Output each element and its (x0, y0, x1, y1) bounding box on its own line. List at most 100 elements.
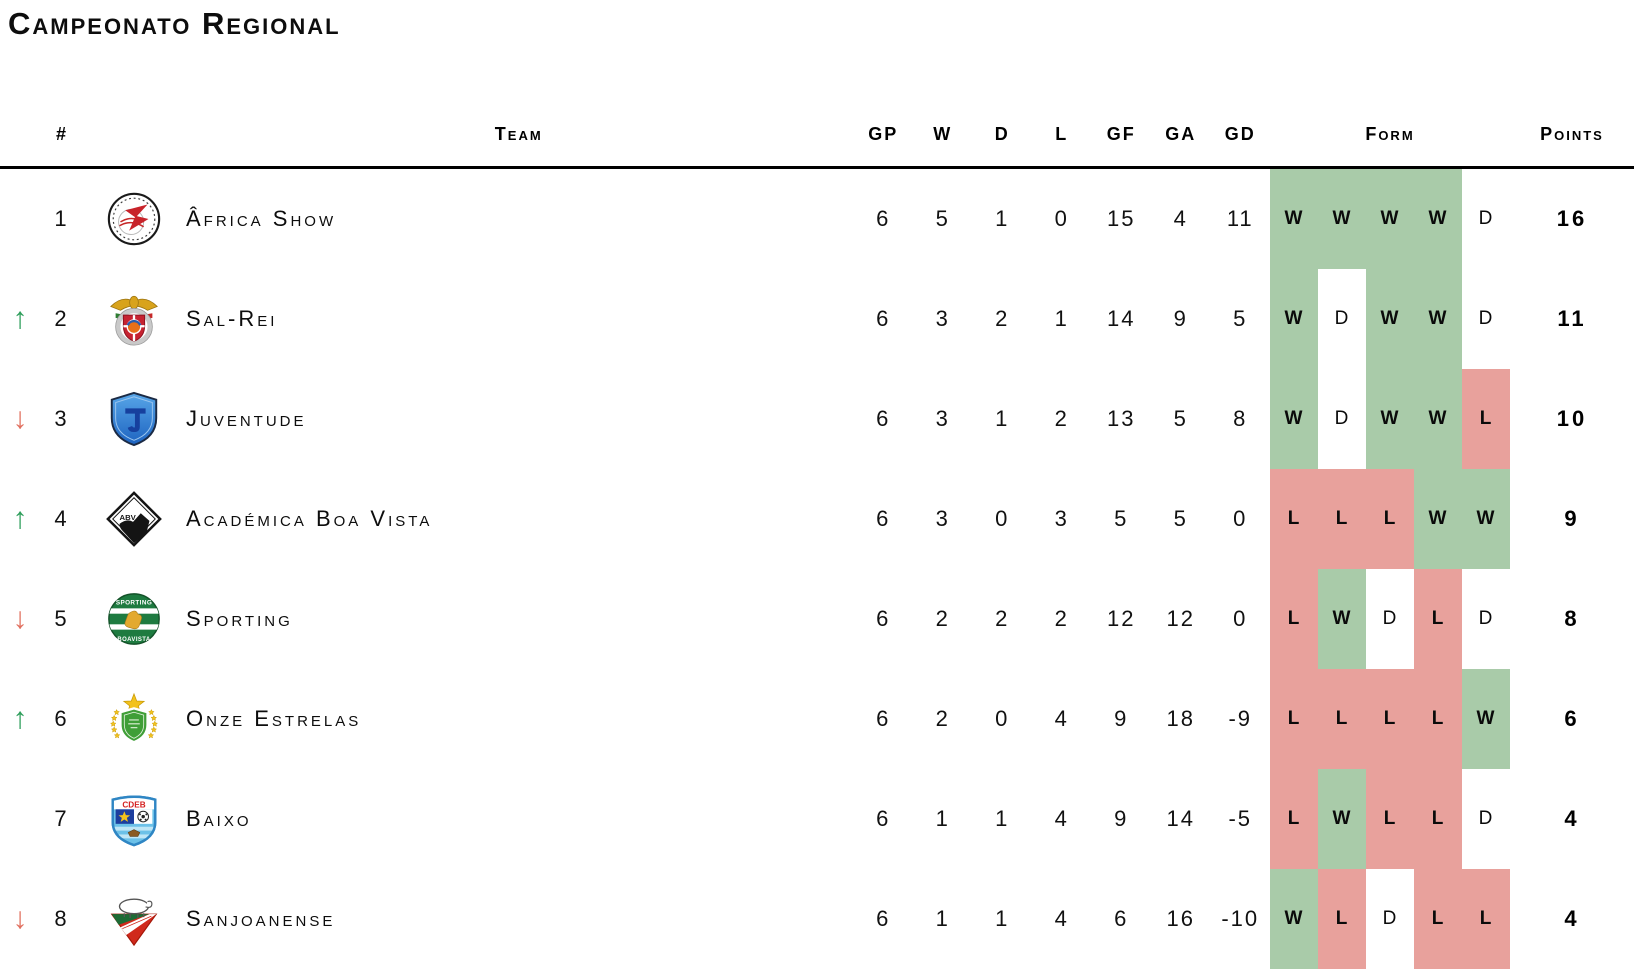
team-logo: ABV (105, 490, 163, 548)
team-name: Onze Estrelas (186, 706, 362, 731)
form-result-cell: W (1414, 169, 1462, 269)
table-row: ↑ 2 Sal-Rei 6 3 2 1 14 9 5 W D W W D 11 (0, 269, 1634, 369)
form-result-letter: L (1335, 908, 1349, 929)
form-result-letter: W (1428, 208, 1448, 229)
form-result-cell: W (1270, 269, 1318, 369)
header-rank: # (55, 124, 68, 144)
stat-goal-diff: 0 (1233, 606, 1248, 631)
stat-losses: 2 (1054, 406, 1069, 431)
form-result-letter: L (1287, 608, 1301, 629)
stat-wins: 1 (935, 906, 950, 931)
stat-losses: 1 (1054, 306, 1069, 331)
form-result-letter: W (1380, 408, 1400, 429)
form-result-cell: D (1366, 869, 1414, 969)
form-result-cell: W (1366, 269, 1414, 369)
form-result-letter: D (1478, 208, 1494, 229)
form-result-letter: W (1428, 408, 1448, 429)
team-name: Sal-Rei (186, 306, 278, 331)
header-gd: GD (1224, 124, 1256, 144)
form-result-letter: W (1476, 508, 1496, 529)
stat-games-played: 6 (876, 506, 891, 531)
standings-table: # Team GP W D L GF GA GD Form Points 1 Â… (0, 103, 1634, 969)
academica-boa-vista-logo: ABV (106, 491, 162, 547)
form-result-cell: D (1366, 569, 1414, 669)
rank-number: 2 (54, 306, 70, 331)
table-row: ↓ 5 SPORTING BOAVISTA Sporting 6 2 2 2 1… (0, 569, 1634, 669)
form-result-letter: L (1287, 808, 1301, 829)
header-ga: GA (1165, 124, 1197, 144)
form-result-cell: D (1462, 569, 1510, 669)
stat-goal-diff: -10 (1221, 906, 1260, 931)
form-result-letter: W (1380, 308, 1400, 329)
sal-rei-logo (110, 295, 158, 346)
stat-goals-against: 9 (1173, 306, 1188, 331)
form-result-cell: L (1270, 669, 1318, 769)
form-result-cell: L (1270, 569, 1318, 669)
team-name: Académica Boa Vista (186, 506, 433, 531)
form-result-cell: L (1318, 869, 1366, 969)
form-result-letter: D (1478, 608, 1494, 629)
form-result-cell: W (1414, 469, 1462, 569)
form-result-cell: W (1270, 369, 1318, 469)
stat-wins: 1 (935, 806, 950, 831)
team-name: Sanjoanense (186, 906, 336, 931)
points-value: 11 (1557, 306, 1587, 331)
form-result-cell: L (1366, 669, 1414, 769)
form-result-cell: L (1366, 469, 1414, 569)
points-value: 9 (1564, 506, 1580, 531)
team-logo (105, 190, 163, 248)
stat-games-played: 6 (876, 806, 891, 831)
rank-number: 8 (54, 906, 70, 931)
form-result-cell: W (1270, 869, 1318, 969)
form-result-cell: W (1414, 369, 1462, 469)
movement-down-icon: ↓ (12, 402, 28, 435)
stat-goals-for: 13 (1107, 406, 1136, 431)
juventude-logo (110, 391, 158, 447)
form-result-letter: W (1476, 708, 1496, 729)
stat-wins: 5 (935, 206, 950, 231)
form-result-cell: D (1462, 769, 1510, 869)
form-result-letter: L (1287, 508, 1301, 529)
stat-games-played: 6 (876, 906, 891, 931)
form-result-letter: L (1431, 708, 1445, 729)
stat-draws: 0 (995, 706, 1010, 731)
stat-losses: 4 (1054, 706, 1069, 731)
form-result-cell: L (1270, 469, 1318, 569)
team-logo (105, 390, 163, 448)
form-result-letter: L (1431, 908, 1445, 929)
movement-up-icon: ↑ (12, 302, 28, 335)
stat-games-played: 6 (876, 706, 891, 731)
form-result-letter: L (1383, 708, 1397, 729)
rank-number: 7 (54, 806, 70, 831)
form-result-letter: L (1287, 708, 1301, 729)
form-result-cell: L (1414, 569, 1462, 669)
stat-wins: 3 (935, 406, 950, 431)
stat-goals-against: 5 (1173, 506, 1188, 531)
stat-goals-for: 15 (1107, 206, 1136, 231)
form-result-letter: L (1335, 508, 1349, 529)
stat-draws: 1 (995, 806, 1010, 831)
form-result-cell: L (1414, 869, 1462, 969)
header-w: W (933, 124, 953, 144)
form-result-letter: L (1383, 808, 1397, 829)
stat-wins: 3 (935, 306, 950, 331)
form-result-cell: W (1414, 269, 1462, 369)
form-result-letter: D (1478, 808, 1494, 829)
stat-goals-for: 9 (1114, 806, 1129, 831)
stat-goals-for: 14 (1107, 306, 1136, 331)
movement-up-icon: ↑ (12, 702, 28, 735)
form-result-cell: W (1366, 369, 1414, 469)
stat-draws: 2 (995, 606, 1010, 631)
form-result-letter: D (1334, 308, 1350, 329)
header-team: Team (494, 124, 543, 144)
table-row: ↓ 3 Juventude 6 3 1 2 13 5 8 W D W W L 10 (0, 369, 1634, 469)
stat-goals-for: 12 (1107, 606, 1136, 631)
stat-goals-for: 6 (1114, 906, 1129, 931)
form-result-cell: L (1462, 369, 1510, 469)
svg-text:BOAVISTA: BOAVISTA (117, 637, 150, 643)
sanjoanense-logo (110, 898, 158, 947)
header-l: L (1055, 124, 1069, 144)
